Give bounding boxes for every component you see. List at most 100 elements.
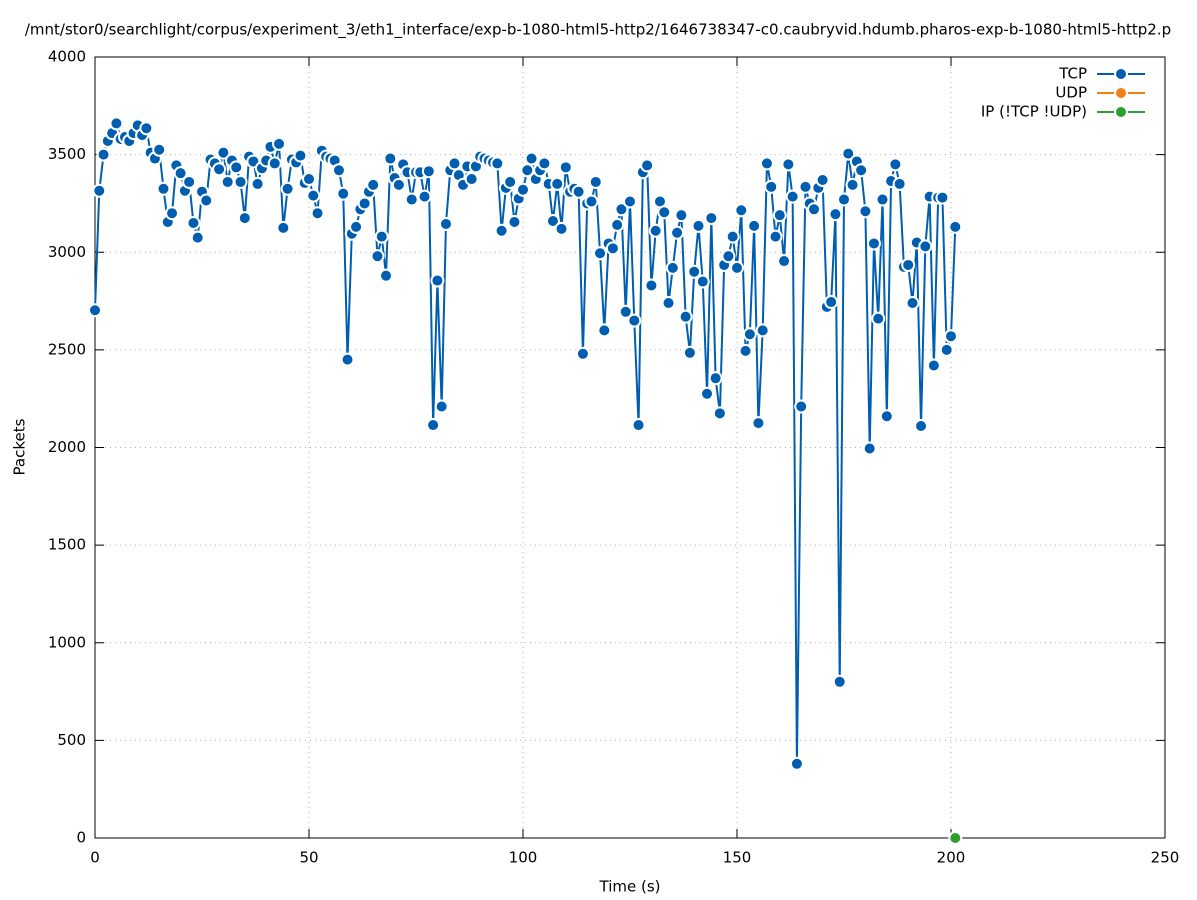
data-point [618,304,633,319]
data-point [447,156,462,171]
data-point [272,136,287,151]
data-point [781,157,796,172]
data-point [537,156,552,171]
data-point [336,186,351,201]
data-point [584,194,599,209]
data-point [879,409,894,424]
data-point [610,217,625,232]
data-point [824,295,839,310]
data-point [926,358,941,373]
data-point [901,257,916,272]
data-point [730,260,744,275]
data-point [173,166,188,181]
legend-marker [1114,67,1128,81]
data-point [404,192,419,207]
data-point [841,146,856,161]
x-tick-label: 100 [509,849,538,867]
data-point [670,225,685,240]
data-point [772,208,787,223]
legend-marker [1114,105,1128,119]
y-tick-label: 4000 [48,48,86,66]
data-point [691,218,706,233]
data-point [383,151,398,166]
data-point [807,202,822,217]
data-point [858,204,873,219]
data-point [678,309,693,324]
data-point [597,323,612,338]
data-point [391,177,406,192]
data-point [524,151,539,166]
data-point [421,164,436,179]
data-point [88,303,102,318]
data-point [575,346,590,361]
data-point [156,181,171,196]
data-point [430,273,445,288]
data-point [939,342,954,357]
data-point [755,323,770,338]
data-point [871,311,886,326]
data-point [640,158,655,173]
data-point [280,181,295,196]
data-point [605,241,620,256]
y-axis-label: Packets [11,418,29,475]
x-tick-label: 200 [937,849,966,867]
data-point [721,249,736,264]
data-point [276,220,291,235]
data-point [139,121,154,136]
data-point [725,229,740,244]
data-point [875,192,890,207]
data-point [854,163,869,178]
data-point [233,174,248,189]
data-point [152,142,167,157]
legend-label: IP (!TCP !UDP) [981,103,1087,121]
data-point [92,183,107,198]
data-point [216,145,231,160]
data-point [182,174,197,189]
data-point [661,296,676,311]
data-point [695,274,710,289]
data-point [888,157,903,172]
data-point [862,441,877,456]
data-point [631,418,646,433]
data-point [704,211,719,226]
data-point [747,218,762,233]
data-point [293,148,308,163]
data-point [366,177,381,192]
series-line [94,120,957,764]
data-point [438,216,453,231]
data-point [764,179,779,194]
x-tick-label: 150 [723,849,752,867]
y-tick-label: 1000 [48,633,86,651]
data-point [751,416,766,431]
data-point [306,188,321,203]
data-point [759,156,774,171]
x-tick-label: 50 [299,849,318,867]
data-point [742,327,757,342]
data-point [700,386,715,401]
data-point [545,214,560,229]
data-point [948,219,963,234]
data-point [648,223,663,238]
data-point [777,254,792,269]
data-point [794,399,809,414]
data-point [109,116,124,131]
data-point [948,831,963,845]
data-point [623,194,637,209]
data-point [250,176,265,191]
data-point [798,179,813,194]
data-point [944,329,958,344]
data-point [558,160,573,175]
data-point [212,162,227,177]
data-point [892,176,907,191]
data-point [237,211,252,226]
data-point [571,184,586,199]
x-tick-label: 250 [1151,849,1180,867]
y-tick-label: 1500 [48,536,86,554]
data-point [866,236,881,251]
data-point [165,206,180,221]
data-point [190,230,205,245]
data-point [434,399,449,414]
data-point [845,177,860,192]
data-point [220,174,235,189]
